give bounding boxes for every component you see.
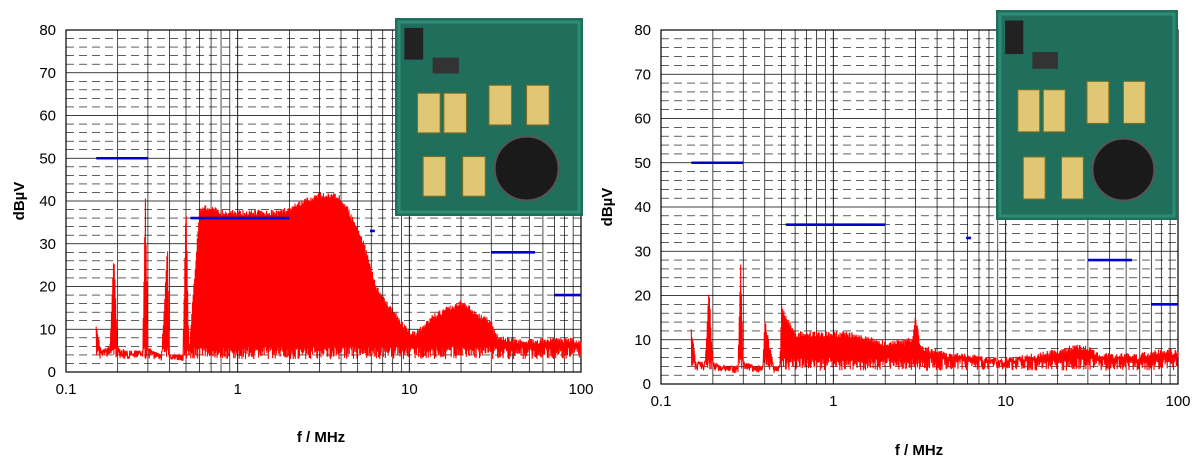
capacitor [423, 157, 446, 197]
y-tick-label: 30 [39, 236, 56, 253]
pcb-photo [996, 10, 1178, 220]
x-axis-label: f / MHz [297, 429, 345, 446]
chip [404, 28, 423, 60]
y-tick-label: 20 [634, 288, 651, 305]
capacitor [1062, 157, 1084, 199]
y-tick-labels: 0 10 20 30 40 50 60 70 80 [39, 22, 56, 381]
capacitor [1123, 81, 1145, 123]
y-tick-label: 70 [634, 66, 651, 83]
x-tick-label: 1 [233, 381, 241, 398]
y-tick-label: 60 [634, 111, 651, 128]
pcb-photo [395, 18, 583, 216]
capacitor [418, 93, 441, 133]
y-tick-label: 40 [39, 193, 56, 210]
y-tick-label: 80 [39, 22, 56, 39]
y-tick-label: 30 [634, 243, 651, 260]
x-tick-labels: 0.1 1 10 100 [651, 393, 1191, 410]
capacitor [1018, 90, 1040, 132]
x-tick-label: 10 [401, 381, 418, 398]
chip [1032, 52, 1057, 69]
x-tick-label: 10 [997, 393, 1014, 410]
chip [433, 58, 459, 74]
x-tick-label: 100 [568, 381, 593, 398]
chart-left: 0.1 1 10 100 0 10 20 30 40 50 60 70 80 f… [11, 18, 594, 446]
x-tick-label: 1 [829, 393, 837, 410]
x-tick-label: 100 [1165, 393, 1190, 410]
y-tick-labels: 0 10 20 30 40 50 60 70 80 [634, 22, 651, 393]
y-tick-label: 10 [39, 321, 56, 338]
y-tick-label: 50 [39, 150, 56, 167]
capacitor [489, 85, 512, 125]
y-tick-label: 0 [48, 364, 56, 381]
y-tick-label: 0 [643, 376, 651, 393]
inductor [495, 137, 559, 201]
y-tick-label: 80 [634, 22, 651, 39]
y-tick-label: 20 [39, 279, 56, 296]
y-tick-label: 40 [634, 199, 651, 216]
capacitor [444, 93, 467, 133]
chart-right: 0.1 1 10 100 0 10 20 30 40 50 60 70 80 f… [599, 10, 1191, 459]
y-tick-label: 10 [634, 332, 651, 349]
capacitor [463, 157, 486, 197]
x-tick-label: 0.1 [651, 393, 672, 410]
y-axis-label: dBµV [599, 188, 616, 227]
y-tick-label: 70 [39, 65, 56, 82]
capacitor [1023, 157, 1045, 199]
capacitor [1043, 90, 1065, 132]
x-tick-label: 0.1 [56, 381, 77, 398]
x-axis-label: f / MHz [895, 442, 943, 459]
inductor [1092, 139, 1154, 201]
chip [1005, 21, 1023, 55]
capacitor [527, 85, 550, 125]
y-axis-label: dBµV [11, 182, 28, 221]
y-tick-label: 60 [39, 108, 56, 125]
y-tick-label: 50 [634, 155, 651, 172]
capacitor [1087, 81, 1109, 123]
x-tick-labels: 0.1 1 10 100 [56, 381, 594, 398]
